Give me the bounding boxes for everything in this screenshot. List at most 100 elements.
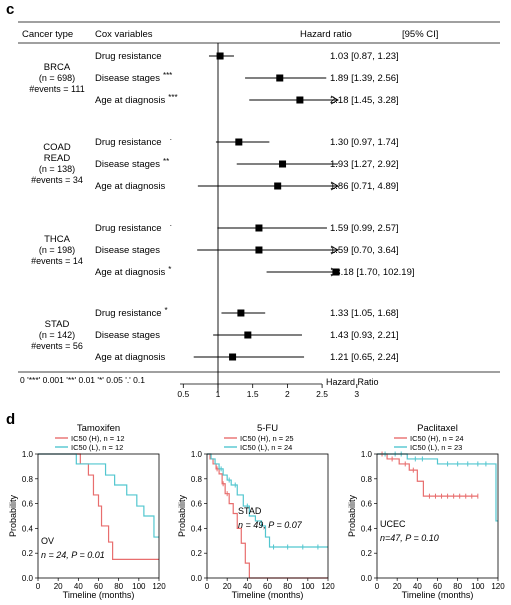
hazard-ratio-value: 1.59 [0.99, 2.57] [330,223,399,234]
y-axis-label: Probability [347,494,357,537]
y-tick-label: 0.4 [361,524,373,533]
cox-variable-label: Drug resistance [95,51,162,62]
hazard-ratio-point [255,246,263,254]
panel-d-label: d [6,411,15,428]
header-ci: [95% CI] [402,29,438,40]
cox-variable-label: Disease stages *** [95,71,172,84]
x-axis-label: Timeline (months) [63,590,135,600]
hr-axis-label: Hazard Ratio [326,377,379,387]
significance-legend: 0 '***' 0.001 '**' 0.01 '*' 0.05 '.' 0.1 [20,375,145,385]
y-tick-label: 0.0 [361,574,373,583]
cox-variable-label: Disease stages [95,245,160,256]
significance-stars: ** [163,157,169,166]
panel-c-label: c [6,1,14,18]
x-tick-label: 120 [321,582,335,591]
x-tick-label: 40 [243,582,252,591]
group-events: #events = 14 [31,256,83,266]
group-events: #events = 34 [31,175,83,185]
x-tick-label: 0 [205,582,210,591]
km-curve [38,453,159,538]
ci-arrow [330,181,339,191]
hazard-ratio-value: 1.93 [1.27, 2.92] [330,159,399,170]
significance-stars: · [170,221,173,230]
hazard-ratio-value: 1.86 [0.71, 4.89] [330,181,399,192]
cox-variable-label: Disease stages ** [95,157,169,170]
y-tick-label: 0.0 [22,574,34,583]
x-axis-label: Timeline (months) [232,590,304,600]
x-tick-label: 0 [375,582,380,591]
hazard-ratio-value: 1.03 [0.87, 1.23] [330,51,399,62]
group-name: READ [44,153,71,164]
group-name: THCA [44,234,71,245]
y-tick-label: 0.0 [191,574,203,583]
x-tick-label: 100 [301,582,315,591]
hazard-ratio-point [255,224,263,232]
y-tick-label: 0.6 [22,500,34,509]
group-n: (n = 198) [39,245,75,255]
hazard-ratio-value: 1.43 [0.93, 2.21] [330,330,399,341]
cox-variable-label: Drug resistance * [95,306,168,319]
x-tick-label: 20 [54,582,63,591]
x-tick-label: 20 [393,582,402,591]
group-name: BRCA [44,62,71,73]
hazard-ratio-value: 1.89 [1.39, 2.56] [330,73,399,84]
y-tick-label: 0.6 [191,500,203,509]
group-n: (n = 138) [39,164,75,174]
significance-stars: *** [168,93,177,102]
x-tick-label: 0 [36,582,41,591]
km-annotation: STAD [238,506,262,516]
hazard-ratio-point [274,182,282,190]
significance-stars: * [165,306,168,315]
km-title: Paclitaxel [417,423,458,434]
hazard-ratio-point [276,74,284,82]
x-tick-label: 100 [471,582,485,591]
legend-label: IC50 (H), n = 25 [240,434,294,443]
hazard-ratio-point [235,138,243,146]
km-curve [377,453,478,497]
x-tick-label: 120 [491,582,505,591]
hr-axis-ticks: 0.5 1 1.5 2 2.5 3 [177,384,359,399]
x-tick-label: 60 [263,582,272,591]
hazard-ratio-point [229,353,237,361]
km-frame [206,453,329,579]
y-tick-label: 0.2 [361,549,373,558]
x-tick-label: 60 [94,582,103,591]
hazard-ratio-point [332,268,340,276]
hazard-ratio-value: 13.18 [1.70, 102.19] [330,267,415,278]
legend-label: IC50 (H), n = 12 [71,434,125,443]
y-tick-label: 0.8 [361,475,373,484]
x-axis-label: Timeline (months) [402,590,474,600]
km-curve [38,453,159,560]
km-annotation: OV [41,536,54,546]
header-cancer-type: Cancer type [22,29,73,40]
x-tick-label: 60 [433,582,442,591]
x-tick-label: 80 [283,582,292,591]
y-tick-label: 0.2 [191,549,203,558]
km-frame [376,453,499,579]
forest-group-3: STAD(n = 142)#events = 56 Drug resistance… [31,306,399,363]
significance-stars: *** [163,71,172,80]
cox-variable-label: Drug resistance · [95,221,172,234]
hazard-ratio-value: 2.18 [1.45, 3.28] [330,95,399,106]
group-events: #events = 111 [29,84,84,94]
hr-tick-label: 1.5 [247,389,259,399]
km-title: 5-FU [257,423,278,434]
km-frame [37,453,160,579]
y-tick-label: 0.8 [191,475,203,484]
x-tick-label: 80 [114,582,123,591]
group-n: (n = 142) [39,330,75,340]
hr-tick-label: 2 [285,389,290,399]
km-curve [207,453,328,548]
y-tick-label: 1.0 [22,450,34,459]
km-curve [377,453,498,522]
group-name: STAD [45,319,70,330]
header-cox-variables: Cox variables [95,29,153,40]
hazard-ratio-value: 1.33 [1.05, 1.68] [330,308,399,319]
legend-label: IC50 (H), n = 24 [410,434,464,443]
group-n: (n = 698) [39,73,75,83]
y-tick-label: 0.2 [22,549,34,558]
